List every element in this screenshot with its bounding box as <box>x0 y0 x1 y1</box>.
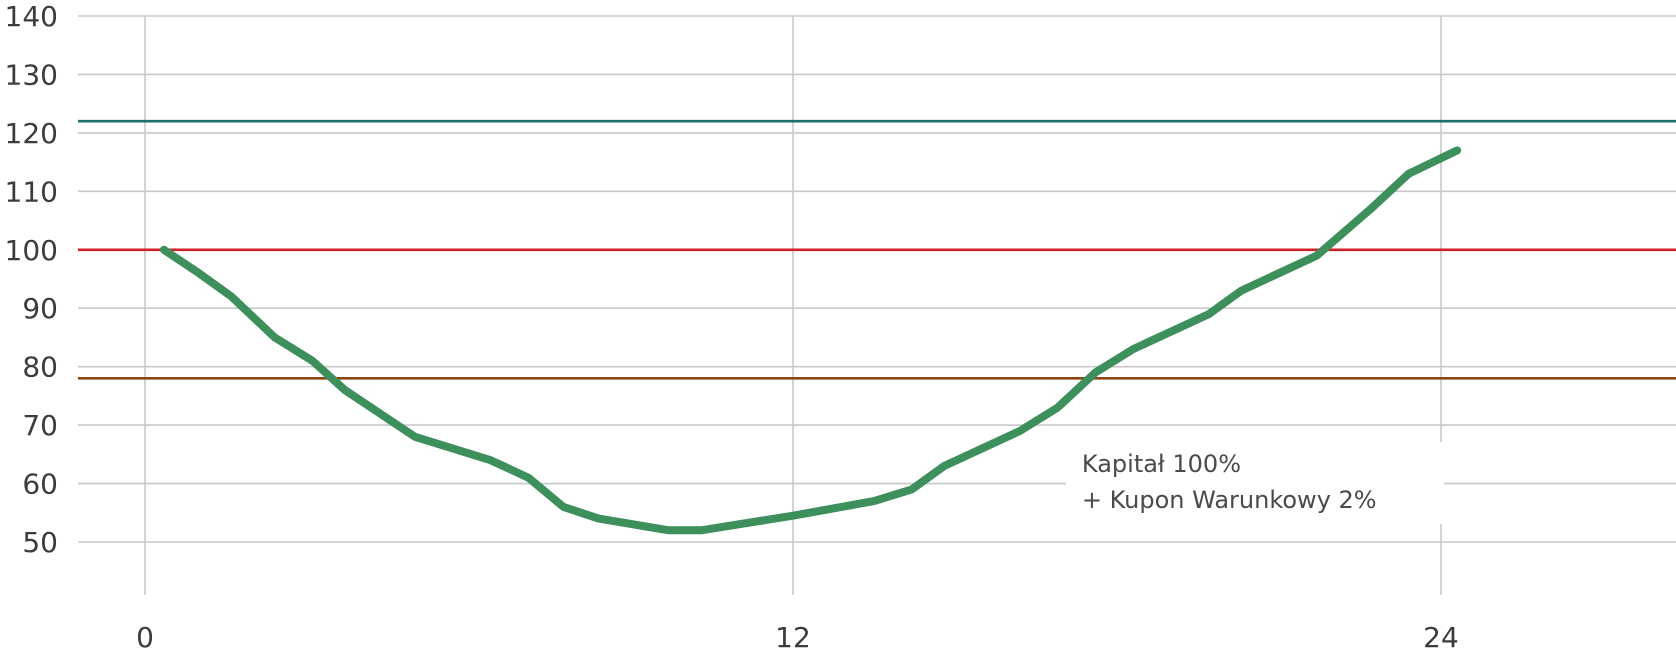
y-tick-label: 100 <box>5 234 58 267</box>
reference-lines <box>78 119 1676 380</box>
y-tick-label: 120 <box>5 117 58 150</box>
y-tick-label: 60 <box>22 468 58 501</box>
y-tick-label: 50 <box>22 526 58 559</box>
x-tick-labels: 0 12 24 <box>136 621 1459 654</box>
series-line <box>159 146 1462 535</box>
x-tick-label: 12 <box>775 621 811 654</box>
y-tick-label: 70 <box>22 409 58 442</box>
y-tick-label: 90 <box>22 292 58 325</box>
series-group <box>159 146 1462 535</box>
y-tick-label: 130 <box>5 58 58 91</box>
y-tick-labels: 50 60 70 80 90 100 110 120 130 140 <box>5 0 58 559</box>
x-tick-label: 24 <box>1423 621 1459 654</box>
annotation-text: Kapitał 100% <box>1082 450 1241 478</box>
y-tick-label: 110 <box>5 175 58 208</box>
x-tick-label: 0 <box>136 621 154 654</box>
y-tick-label: 80 <box>22 351 58 384</box>
annotation-background <box>1065 441 1444 524</box>
y-tick-label: 140 <box>5 0 58 33</box>
annotation-group: Kapitał 100% + Kupon Warunkowy 2% <box>1065 441 1444 524</box>
annotation-text: + Kupon Warunkowy 2% <box>1082 486 1377 514</box>
